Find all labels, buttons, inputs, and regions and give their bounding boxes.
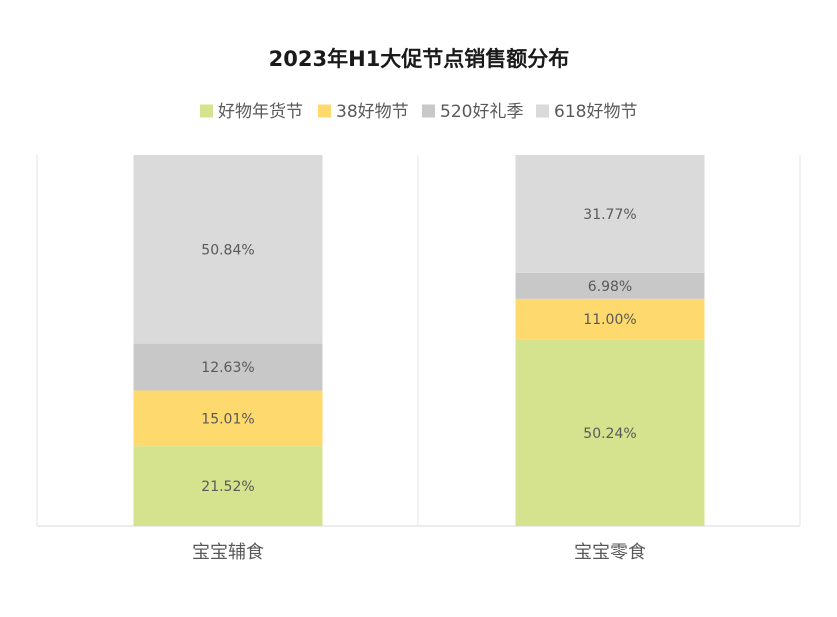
legend-item: 520好礼季	[422, 102, 523, 122]
legend-swatch	[422, 104, 435, 118]
data-label: 6.98%	[588, 279, 632, 295]
bar-segment	[133, 155, 323, 344]
category-label: 宝宝零食	[574, 542, 646, 563]
chart-title: 2023年H1大促节点销售额分布	[269, 47, 570, 71]
bar-segment	[515, 155, 705, 273]
data-label: 15.01%	[201, 411, 254, 427]
data-label: 50.84%	[201, 242, 254, 258]
bar-segment	[515, 339, 705, 526]
data-label: 31.77%	[583, 207, 636, 223]
bar-segment	[515, 272, 705, 299]
legend-item: 好物年货节	[200, 102, 303, 122]
legend-swatch	[536, 104, 549, 118]
legend-label: 618好物节	[554, 102, 637, 122]
data-label: 11.00%	[583, 312, 636, 328]
legend: 好物年货节 38好物节 520好礼季 618好物节	[200, 102, 637, 122]
legend-item: 618好物节	[536, 102, 637, 122]
bars	[133, 155, 705, 526]
legend-swatch	[200, 104, 213, 118]
legend-label: 好物年货节	[218, 102, 303, 122]
legend-label: 520好礼季	[440, 102, 523, 122]
bar-segment	[515, 298, 705, 340]
legend-label: 38好物节	[336, 102, 409, 122]
data-label: 12.63%	[201, 360, 254, 376]
legend-item: 38好物节	[318, 102, 409, 122]
data-label: 21.52%	[201, 479, 254, 495]
legend-swatch	[318, 104, 331, 118]
bar-segment	[133, 390, 323, 447]
category-labels: 宝宝辅食 宝宝零食	[192, 542, 646, 563]
category-label: 宝宝辅食	[192, 542, 264, 563]
data-label: 50.24%	[583, 426, 636, 442]
bar-segment	[133, 343, 323, 391]
bar-segment	[133, 446, 323, 526]
value-labels: 21.52% 15.01% 12.63% 50.84% 50.24% 11.00% 6.98…	[201, 207, 636, 495]
